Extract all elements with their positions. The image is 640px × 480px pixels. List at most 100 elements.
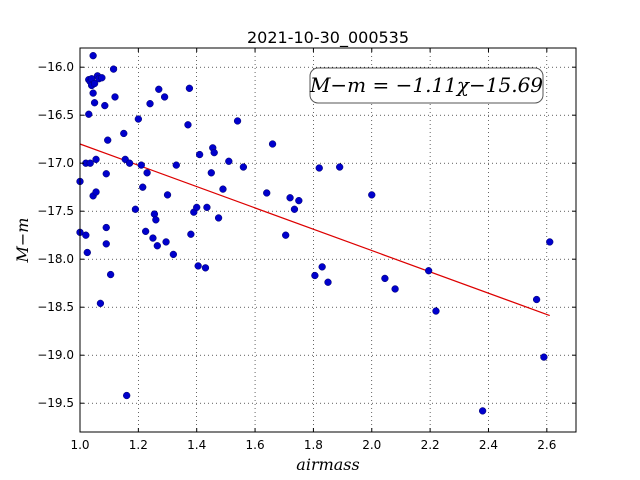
data-point bbox=[432, 307, 440, 315]
y-tick-label: −16.5 bbox=[37, 108, 74, 122]
y-tick-label: −19.5 bbox=[37, 396, 74, 410]
data-point bbox=[381, 274, 389, 283]
data-point bbox=[336, 163, 344, 171]
data-point bbox=[143, 169, 151, 177]
fit-equation-frame bbox=[309, 67, 544, 104]
data-point bbox=[109, 65, 118, 73]
x-axis-label: airmass bbox=[296, 455, 359, 474]
data-point bbox=[83, 248, 91, 257]
data-point bbox=[120, 129, 128, 138]
x-tick-label: 1.2 bbox=[129, 438, 148, 452]
data-point bbox=[184, 121, 192, 129]
x-tick-label: 1.4 bbox=[187, 438, 206, 452]
x-tick-label: 1.0 bbox=[70, 438, 89, 452]
data-point bbox=[194, 262, 202, 270]
x-tick-label: 2.2 bbox=[421, 438, 440, 452]
y-tick-label: −17.0 bbox=[37, 156, 74, 170]
data-point bbox=[318, 263, 326, 271]
data-point bbox=[311, 271, 319, 280]
data-point bbox=[540, 353, 548, 361]
data-point bbox=[98, 74, 106, 82]
data-point bbox=[90, 99, 99, 107]
data-point bbox=[203, 203, 211, 212]
data-point bbox=[101, 101, 109, 110]
data-point bbox=[153, 242, 161, 250]
data-point bbox=[137, 161, 145, 169]
data-point bbox=[315, 164, 323, 172]
data-point bbox=[193, 203, 201, 212]
x-tick-label: 1.6 bbox=[246, 438, 265, 452]
data-point bbox=[233, 117, 242, 125]
data-point bbox=[123, 391, 131, 400]
data-point bbox=[92, 188, 100, 196]
data-point bbox=[532, 295, 541, 304]
data-point bbox=[195, 150, 204, 159]
data-point bbox=[85, 110, 93, 118]
x-tick-label: 2.4 bbox=[479, 438, 498, 452]
fit-equation: M−m = −1.11χ−15.69 bbox=[309, 73, 543, 97]
data-point bbox=[187, 230, 195, 238]
data-point bbox=[134, 115, 143, 123]
data-point bbox=[225, 157, 233, 165]
data-point bbox=[185, 84, 194, 92]
data-point bbox=[163, 191, 172, 199]
data-point bbox=[210, 148, 218, 157]
grid bbox=[79, 48, 576, 432]
fit-equation-box: M−m = −1.11χ−15.69 bbox=[309, 67, 544, 104]
data-point bbox=[82, 231, 90, 239]
scatter-points bbox=[76, 52, 554, 415]
data-point bbox=[141, 227, 150, 236]
x-tick-label: 1.8 bbox=[304, 438, 323, 452]
data-point bbox=[89, 52, 97, 60]
data-point bbox=[425, 267, 433, 275]
data-point bbox=[169, 250, 178, 259]
data-point bbox=[149, 234, 157, 242]
data-point bbox=[90, 79, 99, 88]
y-tick-label: −16.0 bbox=[37, 60, 74, 74]
plot-area bbox=[79, 47, 577, 433]
chart-title: 2021-10-30_000535 bbox=[247, 28, 409, 48]
data-point bbox=[282, 231, 290, 239]
data-point bbox=[268, 140, 277, 148]
x-tick-label: 2.0 bbox=[362, 438, 381, 452]
data-point bbox=[125, 159, 134, 167]
data-point bbox=[102, 170, 110, 178]
data-point bbox=[86, 159, 94, 167]
y-axis-label: M−m bbox=[13, 218, 32, 264]
data-point bbox=[131, 205, 140, 213]
data-point bbox=[89, 89, 97, 97]
data-point bbox=[152, 216, 160, 224]
data-point bbox=[201, 264, 210, 272]
y-tick-label: −18.5 bbox=[37, 300, 74, 314]
data-point bbox=[214, 214, 223, 222]
data-point bbox=[207, 169, 215, 177]
data-point bbox=[104, 136, 112, 144]
data-point bbox=[172, 161, 180, 169]
data-point bbox=[162, 238, 170, 246]
data-point bbox=[391, 285, 399, 293]
data-point bbox=[96, 299, 105, 308]
data-point bbox=[92, 155, 100, 164]
data-point bbox=[155, 85, 163, 93]
y-tick-label: −17.5 bbox=[37, 204, 74, 218]
data-point bbox=[295, 196, 303, 205]
data-point bbox=[102, 240, 110, 248]
data-point bbox=[263, 189, 271, 197]
data-point bbox=[478, 407, 487, 415]
data-point bbox=[111, 93, 119, 101]
data-point bbox=[239, 163, 248, 171]
data-point bbox=[160, 93, 169, 101]
x-tick-label: 2.6 bbox=[537, 438, 556, 452]
data-point bbox=[290, 205, 299, 213]
data-point bbox=[546, 238, 554, 246]
data-point bbox=[368, 191, 376, 199]
data-point bbox=[139, 183, 147, 191]
y-tick-label: −18.0 bbox=[37, 252, 74, 266]
data-point bbox=[324, 278, 332, 286]
data-point bbox=[286, 194, 294, 202]
data-point bbox=[102, 223, 110, 232]
data-point bbox=[146, 100, 154, 108]
y-tick-label: −19.0 bbox=[37, 348, 74, 362]
data-point bbox=[106, 270, 115, 279]
